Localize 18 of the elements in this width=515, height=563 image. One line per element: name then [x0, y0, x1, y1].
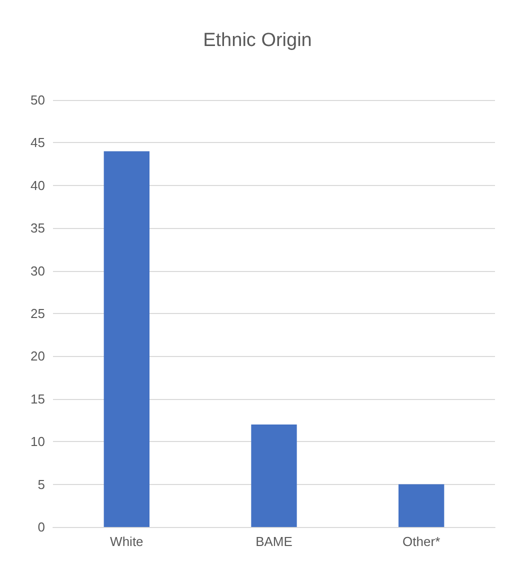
bar: [398, 484, 444, 527]
y-tick-label: 15: [30, 391, 45, 406]
y-tick-label: 30: [30, 263, 45, 278]
y-tick-label: 20: [30, 348, 45, 364]
x-tick-label: White: [110, 534, 144, 549]
y-tick-label: 25: [30, 306, 45, 321]
y-tick-label: 50: [30, 92, 45, 108]
y-tick-label: 45: [30, 135, 45, 150]
y-tick-label: 0: [38, 520, 45, 534]
bar: [104, 151, 150, 527]
bar: [251, 424, 297, 527]
y-tick-label: 35: [30, 220, 45, 236]
y-tick-label: 10: [30, 434, 45, 450]
y-tick-label: 5: [38, 476, 45, 492]
y-tick-label: 40: [30, 178, 45, 193]
x-tick-label: BAME: [256, 534, 293, 549]
chart-title: Ethnic Origin: [203, 30, 312, 51]
x-tick-label: Other*: [402, 534, 440, 549]
